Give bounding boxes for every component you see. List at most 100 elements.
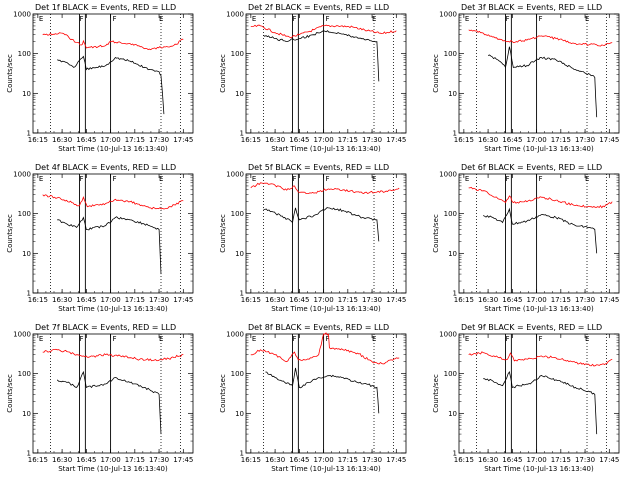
y-tick-label: 1000 bbox=[13, 331, 31, 339]
event-marker: E bbox=[159, 175, 163, 183]
events-series-line bbox=[483, 207, 598, 254]
y-tick-label: 1 bbox=[240, 130, 244, 138]
event-marker: E bbox=[39, 175, 43, 183]
x-axis-label: Start Time (10-Jul-13 16:13:40) bbox=[271, 305, 381, 313]
x-tick-label: 17:15 bbox=[338, 456, 358, 464]
x-tick-label: 16:15 bbox=[454, 136, 474, 144]
y-tick-label: 1 bbox=[453, 130, 457, 138]
x-tick-label: 17:45 bbox=[599, 136, 619, 144]
y-tick-label: 10 bbox=[448, 250, 457, 258]
chart-title: Det 2f BLACK = Events, RED = LLD bbox=[248, 3, 389, 12]
x-axis-label: Start Time (10-Jul-13 16:13:40) bbox=[271, 145, 381, 153]
x-tick-label: 17:15 bbox=[551, 136, 571, 144]
x-tick-label: 16:45 bbox=[76, 136, 96, 144]
x-tick-label: 17:45 bbox=[599, 296, 619, 304]
x-tick-label: 17:00 bbox=[313, 136, 333, 144]
x-tick-label: 17:15 bbox=[125, 296, 145, 304]
plot-frame bbox=[245, 173, 407, 294]
lld-series-line bbox=[468, 186, 613, 209]
x-tick-label: 17:15 bbox=[125, 456, 145, 464]
plot-frame bbox=[32, 173, 194, 294]
x-tick-label: 17:15 bbox=[125, 136, 145, 144]
x-tick-label: 17:00 bbox=[526, 456, 546, 464]
plot-frame bbox=[245, 13, 407, 134]
y-tick-label: 100 bbox=[231, 50, 244, 58]
y-tick-label: 10 bbox=[448, 410, 457, 418]
y-tick-label: 10 bbox=[448, 90, 457, 98]
events-series-line bbox=[487, 46, 598, 118]
x-tick-label: 17:45 bbox=[386, 136, 406, 144]
x-tick-label: 16:15 bbox=[241, 456, 261, 464]
x-tick-label: 16:15 bbox=[454, 456, 474, 464]
y-tick-label: 1000 bbox=[439, 171, 457, 179]
y-tick-label: 10 bbox=[235, 410, 244, 418]
x-tick-label: 17:15 bbox=[551, 296, 571, 304]
x-tick-label: 16:45 bbox=[76, 456, 96, 464]
y-axis-label: Counts/sec bbox=[219, 54, 227, 93]
y-tick-label: 10 bbox=[22, 90, 31, 98]
events-series-line bbox=[57, 55, 165, 115]
event-marker: E bbox=[465, 335, 469, 343]
lld-series-line bbox=[42, 32, 184, 51]
y-axis-label: Counts/sec bbox=[432, 214, 440, 253]
chart-title: Det 7f BLACK = Events, RED = LLD bbox=[35, 323, 176, 332]
y-tick-label: 10 bbox=[22, 410, 31, 418]
event-marker: F bbox=[293, 175, 297, 183]
event-marker: F bbox=[293, 15, 297, 23]
x-tick-label: 17:30 bbox=[149, 136, 169, 144]
y-tick-label: 1 bbox=[453, 290, 457, 298]
x-axis-label: Start Time (10-Jul-13 16:13:40) bbox=[484, 145, 594, 153]
event-marker: E bbox=[585, 15, 589, 23]
y-tick-label: 100 bbox=[231, 210, 244, 218]
y-axis-label: Counts/sec bbox=[432, 54, 440, 93]
x-tick-label: 17:00 bbox=[526, 136, 546, 144]
x-axis-label: Start Time (10-Jul-13 16:13:40) bbox=[484, 465, 594, 473]
event-marker: E bbox=[252, 15, 256, 23]
y-tick-label: 1 bbox=[27, 130, 31, 138]
event-marker: F bbox=[80, 335, 84, 343]
y-axis-label: Counts/sec bbox=[432, 374, 440, 413]
events-series-line bbox=[263, 207, 380, 242]
event-marker: E bbox=[159, 335, 163, 343]
y-tick-label: 100 bbox=[231, 370, 244, 378]
x-tick-label: 17:00 bbox=[313, 456, 333, 464]
x-tick-label: 16:15 bbox=[28, 456, 48, 464]
y-tick-label: 100 bbox=[444, 210, 457, 218]
event-marker: F bbox=[506, 15, 510, 23]
x-tick-label: 17:30 bbox=[575, 296, 595, 304]
y-tick-label: 1000 bbox=[439, 11, 457, 19]
x-tick-label: 16:30 bbox=[478, 456, 498, 464]
y-tick-label: 10 bbox=[235, 90, 244, 98]
x-tick-label: 17:30 bbox=[362, 136, 382, 144]
plot-frame bbox=[245, 333, 407, 454]
y-tick-label: 1000 bbox=[13, 11, 31, 19]
y-tick-label: 1000 bbox=[226, 11, 244, 19]
event-marker: F bbox=[113, 175, 117, 183]
chart-title: Det 8f BLACK = Events, RED = LLD bbox=[248, 323, 389, 332]
events-series-line bbox=[56, 370, 162, 435]
y-tick-label: 10 bbox=[22, 250, 31, 258]
x-tick-label: 16:30 bbox=[52, 296, 72, 304]
event-marker: E bbox=[159, 15, 163, 23]
event-marker: E bbox=[585, 335, 589, 343]
event-marker: F bbox=[80, 15, 84, 23]
x-tick-label: 17:00 bbox=[526, 296, 546, 304]
event-marker: E bbox=[372, 15, 376, 23]
events-series-line bbox=[57, 216, 162, 275]
y-tick-label: 1000 bbox=[226, 331, 244, 339]
x-tick-label: 16:30 bbox=[265, 296, 285, 304]
x-tick-label: 16:15 bbox=[241, 296, 261, 304]
event-marker: E bbox=[465, 15, 469, 23]
x-tick-label: 17:30 bbox=[149, 456, 169, 464]
event-marker: E bbox=[39, 335, 43, 343]
event-marker: F bbox=[539, 15, 543, 23]
y-tick-label: 100 bbox=[18, 210, 31, 218]
chart-title: Det 9f BLACK = Events, RED = LLD bbox=[461, 323, 602, 332]
x-tick-label: 17:45 bbox=[386, 456, 406, 464]
x-tick-label: 16:30 bbox=[265, 136, 285, 144]
y-axis-label: Counts/sec bbox=[219, 374, 227, 413]
panel-chart: Det 8f BLACK = Events, RED = LLD 16:15 16:… bbox=[219, 323, 407, 473]
detector-panel: Det 8f BLACK = Events, RED = LLD 16:15 16:… bbox=[213, 320, 426, 480]
panel-chart: Det 7f BLACK = Events, RED = LLD 16:15 16:… bbox=[6, 323, 194, 473]
